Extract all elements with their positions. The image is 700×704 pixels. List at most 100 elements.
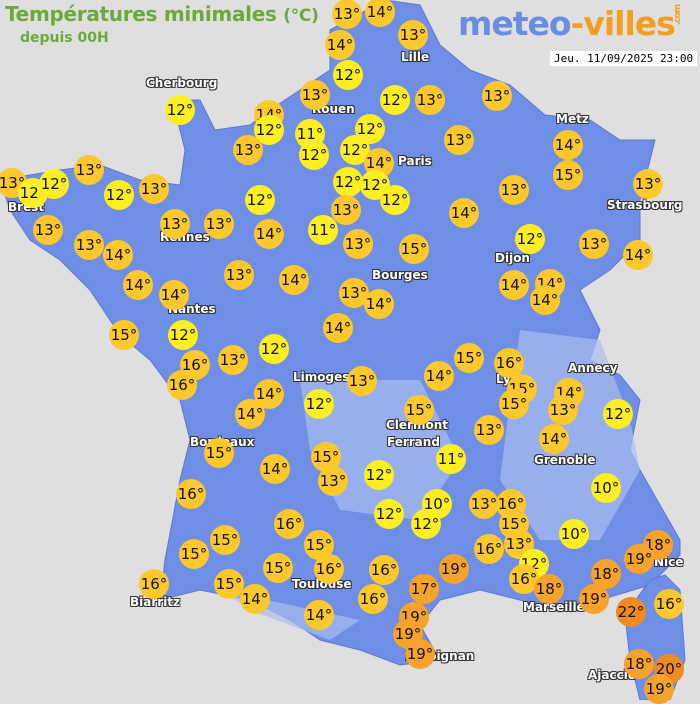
temperature-marker: 16° (176, 479, 206, 509)
temperature-marker: 15° (399, 234, 429, 264)
temperature-marker: 12° (168, 320, 198, 350)
temperature-marker: 12° (333, 60, 363, 90)
temperature-marker: 18° (534, 574, 564, 604)
temperature-marker: 13° (300, 80, 330, 110)
temperature-marker: 13° (633, 169, 663, 199)
temperature-marker: 13° (74, 230, 104, 260)
temperature-marker: 16° (139, 569, 169, 599)
city-label-clermont: Clermont (386, 418, 449, 432)
temperature-marker: 12° (333, 167, 363, 197)
city-label-bourges: Bourges (372, 268, 428, 282)
city-label-metz: Metz (556, 112, 589, 126)
temperature-marker: 12° (39, 169, 69, 199)
temperature-marker: 15° (210, 525, 240, 555)
temperature-marker: 19° (439, 554, 469, 584)
temperature-marker: 12° (515, 224, 545, 254)
temperature-marker: 13° (218, 345, 248, 375)
temperature-marker: 19° (624, 544, 654, 574)
temperature-marker: 12° (380, 85, 410, 115)
temperature-marker: 19° (405, 639, 435, 669)
temperature-marker: 14° (235, 399, 265, 429)
temperature-marker: 14° (539, 424, 569, 454)
temperature-marker: 13° (343, 229, 373, 259)
temperature-marker: 14° (159, 280, 189, 310)
temperature-marker: 14° (424, 361, 454, 391)
temperature-marker: 14° (553, 130, 583, 160)
temperature-marker: 12° (360, 170, 390, 200)
temperature-marker: 12° (165, 95, 195, 125)
temperature-marker: 15° (204, 438, 234, 468)
temperature-marker: 12° (245, 185, 275, 215)
unit-label: (°C) (283, 6, 319, 26)
city-label-paris: Paris (398, 154, 432, 168)
map-title: Températures minimales (°C) (5, 2, 319, 26)
temperature-marker: 13° (415, 85, 445, 115)
datetime-label: Jeu. 11/09/2025 23:00 (550, 51, 698, 66)
temperature-marker: 15° (553, 160, 583, 190)
temperature-marker: 14° (323, 313, 353, 343)
temperature-marker: 11° (436, 444, 466, 474)
temperature-marker: 16° (314, 554, 344, 584)
temperature-marker: 14° (260, 454, 290, 484)
city-label-cherbourg: Cherbourg (146, 76, 218, 90)
temperature-marker: 13° (332, 0, 362, 29)
temperature-marker: 14° (254, 219, 284, 249)
temperature-marker: 16° (180, 350, 210, 380)
city-label-ajaccio: Ajaccio (588, 668, 637, 682)
temperature-marker: 15° (214, 569, 244, 599)
temperature-marker: 10° (559, 519, 589, 549)
temperature-marker: 15° (404, 395, 434, 425)
city-label-biarritz: Biarritz (130, 595, 181, 609)
temperature-marker: 13° (204, 209, 234, 239)
temperature-marker: 12° (104, 180, 134, 210)
temperature-marker: 16° (358, 584, 388, 614)
temperature-marker: 10° (591, 473, 621, 503)
temperature-marker: 13° (318, 466, 348, 496)
temperature-marker: 16° (167, 370, 197, 400)
temperature-marker: 13° (233, 135, 263, 165)
meteo-villes-logo[interactable]: meteo-villes .com (458, 4, 684, 43)
temperature-marker: 12° (411, 509, 441, 539)
temperature-marker: 17° (409, 574, 439, 604)
temperature-marker: 14° (364, 289, 394, 319)
city-label-annecy: Annecy (568, 361, 618, 375)
temperature-marker: 16° (654, 589, 684, 619)
city-label-ferrand: Ferrand (387, 435, 440, 449)
temperature-marker: 12° (380, 185, 410, 215)
temperature-marker: 14° (103, 240, 133, 270)
temperature-marker: 16° (474, 534, 504, 564)
city-label-grenoble: Grenoble (534, 453, 596, 467)
city-label-lille: Lille (401, 50, 430, 64)
temperature-marker: 14° (123, 270, 153, 300)
temperature-marker: 16° (369, 555, 399, 585)
temperature-marker: 15° (499, 389, 529, 419)
temperature-marker: 19° (644, 674, 674, 704)
temperature-marker: 14° (499, 270, 529, 300)
temperature-marker: 18° (591, 559, 621, 589)
temperature-marker: 19° (579, 584, 609, 614)
temperature-marker: 12° (364, 460, 394, 490)
temperature-marker: 13° (74, 155, 104, 185)
temperature-marker: 14° (623, 240, 653, 270)
temperature-marker: 12° (603, 399, 633, 429)
temperature-marker: 13° (548, 395, 578, 425)
temperature-marker: 13° (474, 415, 504, 445)
temperature-marker: 13° (331, 195, 361, 225)
temperature-marker: 14° (240, 584, 270, 614)
temperature-marker: 13° (139, 174, 169, 204)
temperature-marker: 12° (299, 140, 329, 170)
city-label-dijon: Dijon (495, 251, 530, 265)
temperature-marker: 13° (469, 489, 499, 519)
temperature-marker: 14° (530, 285, 560, 315)
temperature-marker: 14° (325, 30, 355, 60)
temperature-marker: 13° (579, 229, 609, 259)
city-label-strasbourg: Strasbourg (607, 198, 683, 212)
temperature-marker: 12° (374, 499, 404, 529)
temperature-marker: 16° (494, 348, 524, 378)
temperature-marker: 13° (33, 215, 63, 245)
temperature-marker: 22° (616, 597, 646, 627)
city-label-limoges: Limoges (293, 370, 350, 384)
temperature-marker: 15° (179, 539, 209, 569)
temperature-marker: 12° (304, 389, 334, 419)
map-subtitle: depuis 00H (20, 30, 109, 46)
